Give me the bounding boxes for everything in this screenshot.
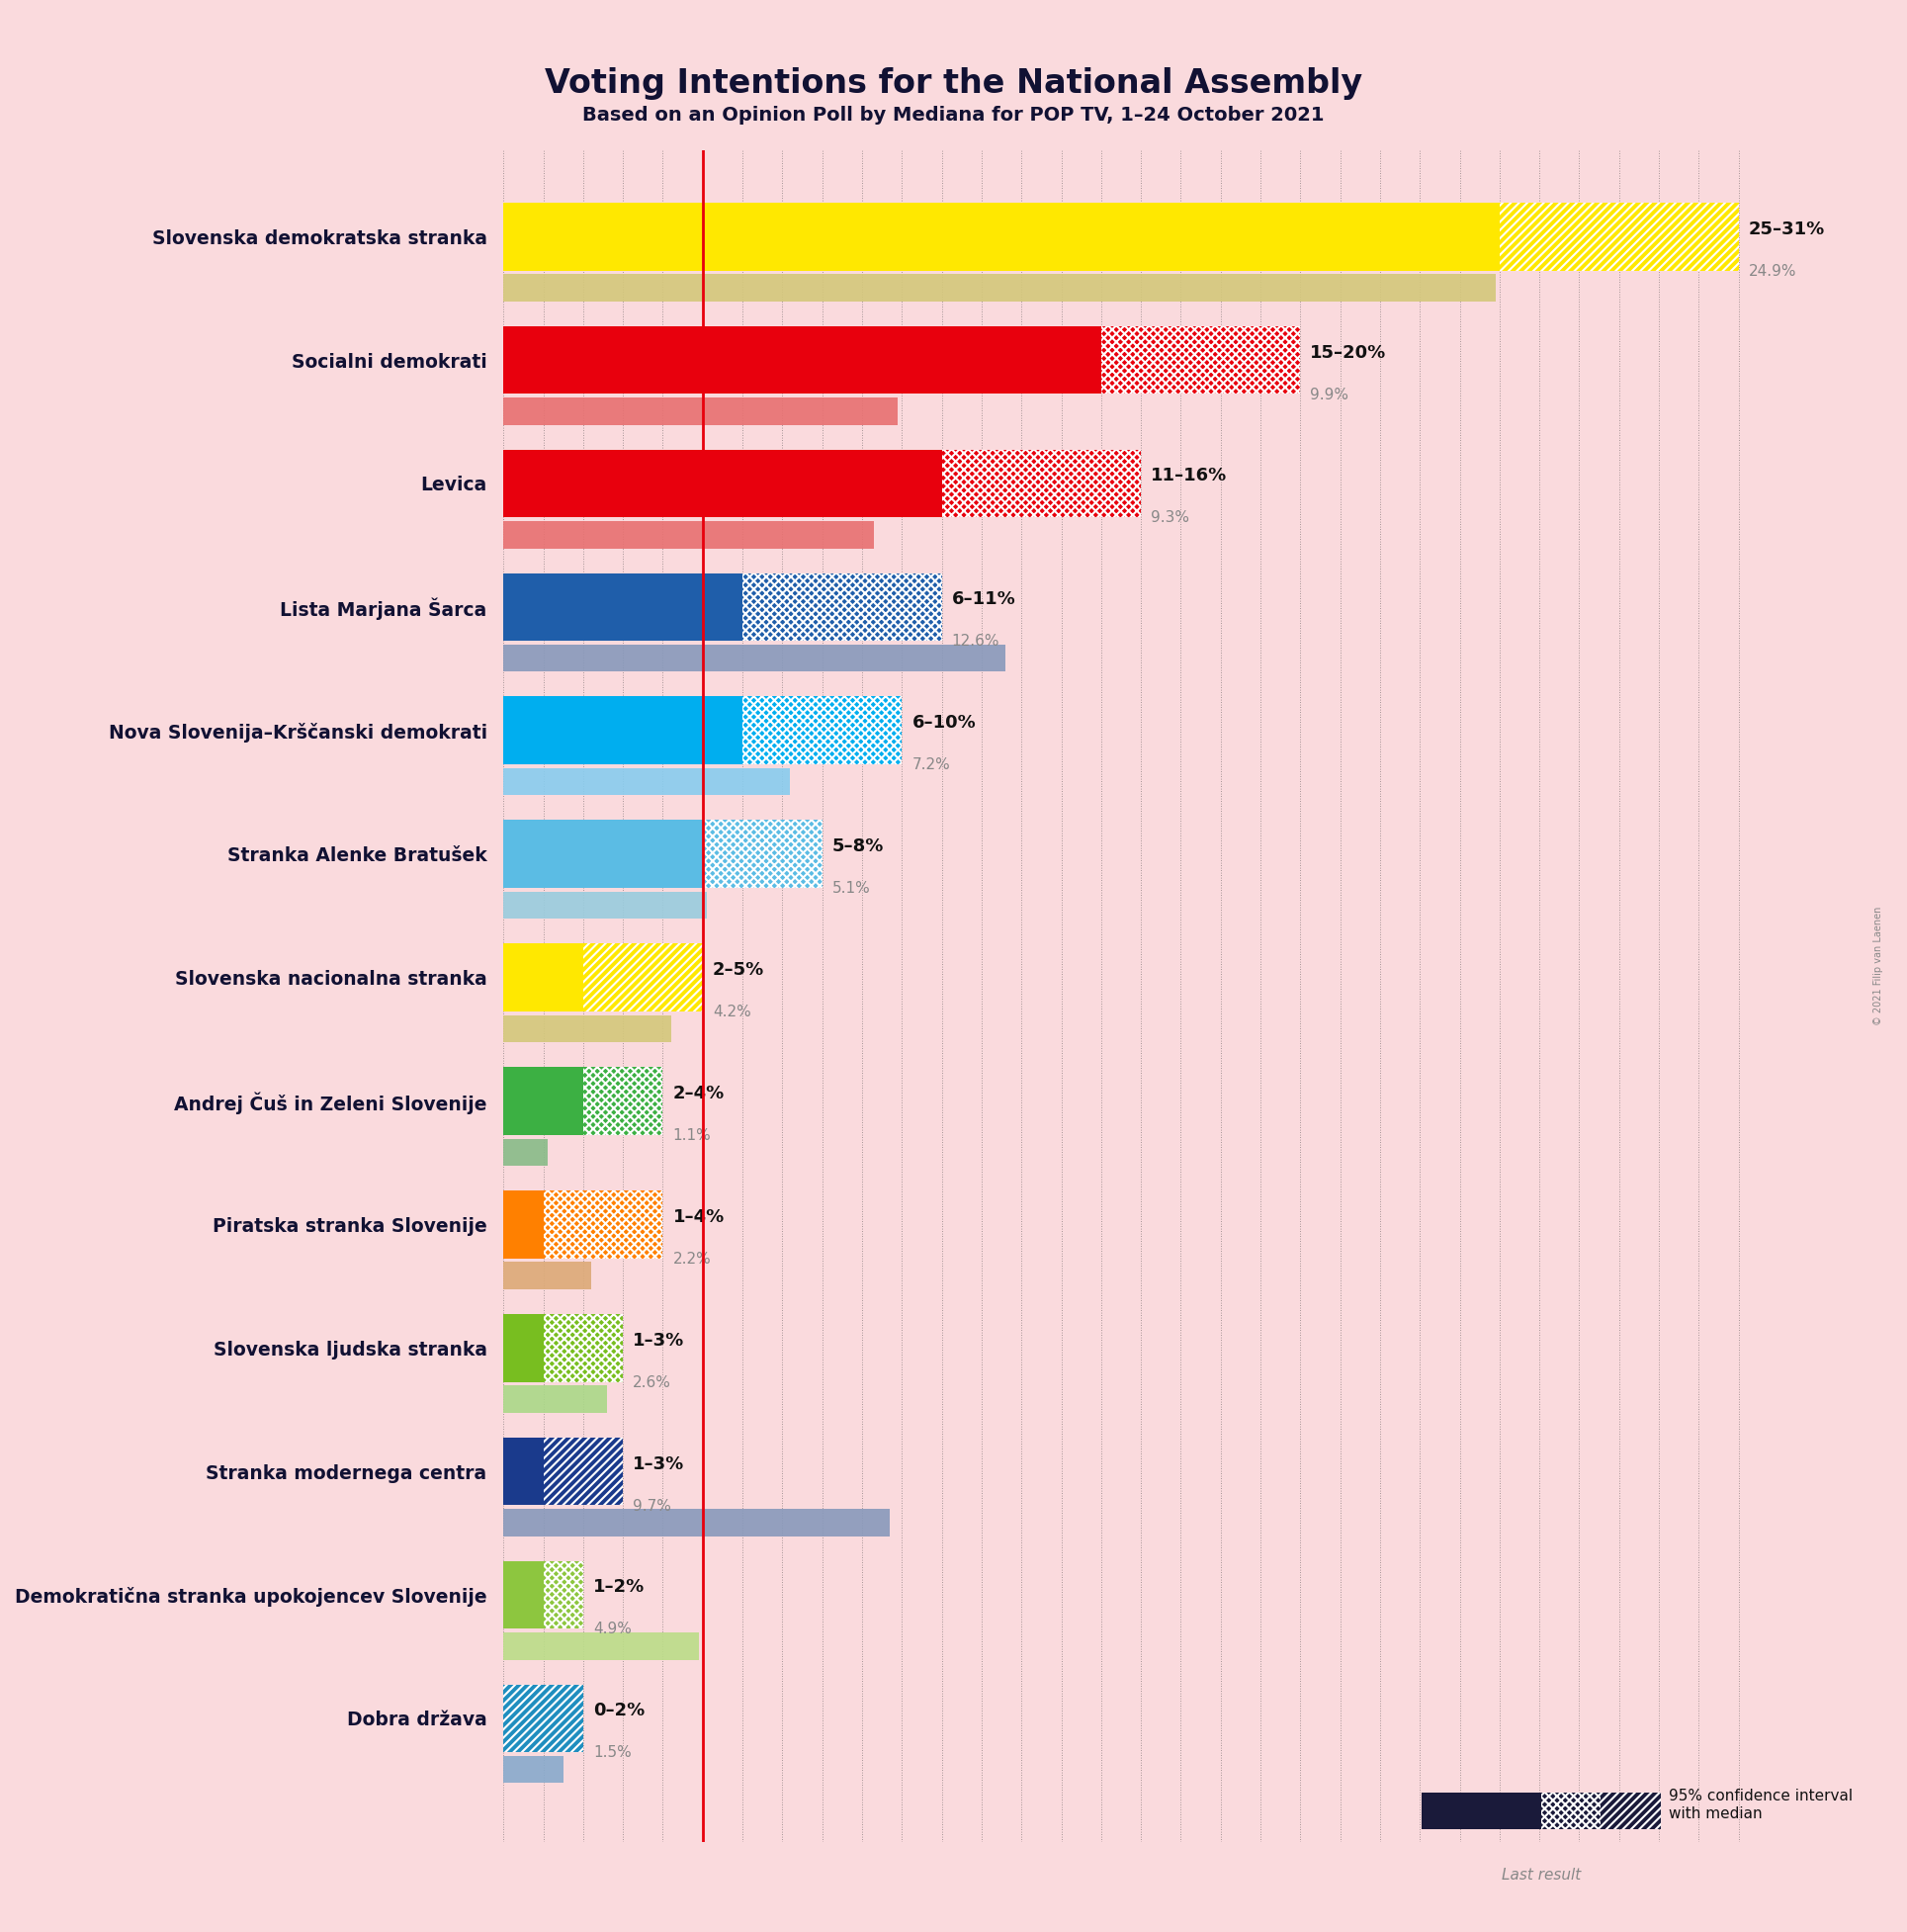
Text: 6–11%: 6–11% <box>952 591 1016 609</box>
Text: 1–2%: 1–2% <box>593 1578 645 1596</box>
Bar <box>503 1756 563 1783</box>
Text: 1–3%: 1–3% <box>633 1331 685 1349</box>
Bar <box>503 1385 606 1412</box>
Bar <box>503 1509 891 1536</box>
Bar <box>742 574 942 641</box>
Bar <box>503 327 1100 394</box>
Text: Last result: Last result <box>1501 1868 1581 1882</box>
Text: 6–10%: 6–10% <box>912 715 976 732</box>
Bar <box>503 645 1005 672</box>
Bar <box>503 1066 584 1134</box>
Bar <box>584 943 702 1010</box>
Text: Voting Intentions for the National Assembly: Voting Intentions for the National Assem… <box>545 68 1362 100</box>
Bar <box>503 1138 547 1165</box>
Text: 4.2%: 4.2% <box>713 1005 751 1020</box>
Bar <box>503 450 942 518</box>
Bar <box>503 769 789 796</box>
Bar <box>503 943 584 1010</box>
Bar <box>942 450 1140 518</box>
Bar <box>1100 327 1301 394</box>
Bar <box>584 1066 664 1134</box>
Bar <box>543 1561 584 1629</box>
Bar <box>503 696 742 765</box>
Text: 2.6%: 2.6% <box>633 1376 671 1389</box>
Text: 7.2%: 7.2% <box>912 757 950 773</box>
Bar <box>1541 1793 1600 1830</box>
Bar <box>1421 1843 1661 1874</box>
Text: 25–31%: 25–31% <box>1749 220 1825 238</box>
Text: © 2021 Filip van Laenen: © 2021 Filip van Laenen <box>1873 906 1884 1026</box>
Text: 9.3%: 9.3% <box>1152 510 1190 526</box>
Bar <box>503 1014 671 1041</box>
Text: 1–3%: 1–3% <box>633 1455 685 1472</box>
Bar <box>702 819 822 889</box>
Text: 9.7%: 9.7% <box>633 1499 671 1513</box>
Bar <box>503 1190 543 1258</box>
Bar <box>1499 203 1739 270</box>
Bar <box>742 696 902 765</box>
Text: 12.6%: 12.6% <box>952 634 999 649</box>
Text: 2.2%: 2.2% <box>673 1252 711 1265</box>
Text: 11–16%: 11–16% <box>1152 468 1228 485</box>
Text: 9.9%: 9.9% <box>1310 386 1348 402</box>
Bar <box>503 1685 584 1752</box>
Bar <box>503 398 898 425</box>
Text: 1.1%: 1.1% <box>673 1128 711 1144</box>
Bar <box>503 274 1495 301</box>
Bar <box>543 1190 664 1258</box>
Text: 15–20%: 15–20% <box>1310 344 1386 361</box>
Text: 1–4%: 1–4% <box>673 1208 725 1227</box>
Text: 1.5%: 1.5% <box>593 1745 631 1760</box>
Text: 0–2%: 0–2% <box>593 1702 645 1719</box>
Text: 5.1%: 5.1% <box>831 881 870 896</box>
Text: 2–5%: 2–5% <box>713 960 765 980</box>
Bar <box>503 1262 591 1289</box>
Text: 5–8%: 5–8% <box>831 838 885 856</box>
Text: 4.9%: 4.9% <box>593 1623 631 1636</box>
Bar <box>503 1314 543 1381</box>
Bar <box>543 1314 624 1381</box>
Text: Based on an Opinion Poll by Mediana for POP TV, 1–24 October 2021: Based on an Opinion Poll by Mediana for … <box>582 106 1325 126</box>
Bar <box>1600 1793 1661 1830</box>
Text: 24.9%: 24.9% <box>1749 263 1796 278</box>
Bar <box>503 574 742 641</box>
Text: 2–4%: 2–4% <box>673 1084 725 1103</box>
Bar <box>543 1437 624 1505</box>
Text: 95% confidence interval
with median: 95% confidence interval with median <box>1669 1789 1852 1820</box>
Bar <box>503 1633 698 1660</box>
Bar <box>503 522 873 549</box>
Bar <box>503 1437 543 1505</box>
Bar <box>503 203 1499 270</box>
Bar <box>1421 1793 1541 1830</box>
Bar <box>503 891 707 920</box>
Bar <box>503 1561 543 1629</box>
Bar <box>503 819 702 889</box>
